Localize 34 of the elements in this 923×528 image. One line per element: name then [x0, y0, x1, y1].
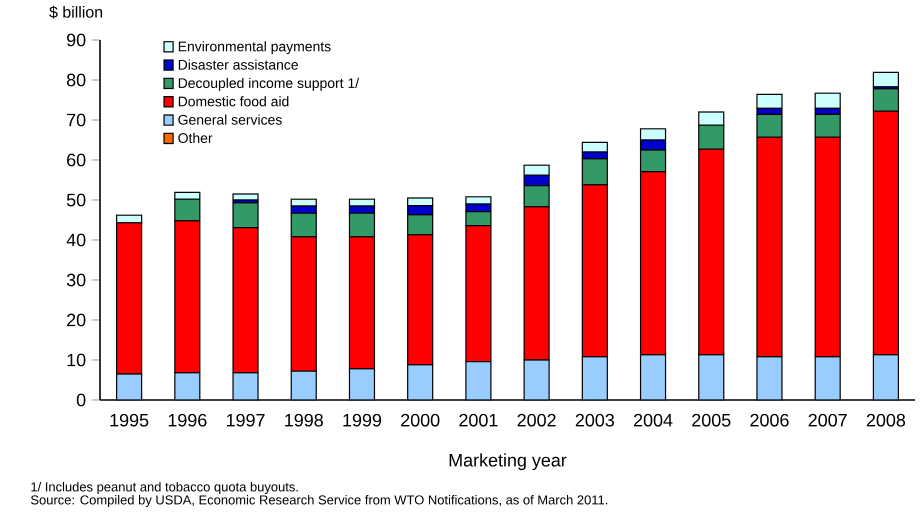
- x-tick-label: 2001: [459, 414, 498, 427]
- y-tick-label: 80: [66, 74, 86, 86]
- x-tick-label: 2006: [750, 414, 789, 427]
- x-tick-label: 1995: [110, 414, 148, 427]
- x-tick-label: 1996: [168, 414, 206, 427]
- y-tick-label: 0: [76, 394, 86, 406]
- legend-label: Decoupled income support 1/: [178, 78, 360, 91]
- legend-label: Other: [178, 132, 212, 144]
- y-axis-title: $ billion: [49, 6, 102, 19]
- y-tick-label: 10: [68, 354, 86, 366]
- legend-label: Domestic food aid: [178, 96, 288, 106]
- legend-label: Disaster assistance: [178, 60, 298, 70]
- source-note: Source: Compiled by USDA, Economic Research Service from WTO Notifications, as of March 2011.: [30, 494, 608, 508]
- x-axis-title: Marketing year: [450, 453, 566, 470]
- x-tick-label: 2003: [576, 414, 614, 427]
- y-tick-label: 40: [66, 234, 86, 246]
- x-tick-label: 2002: [518, 414, 556, 427]
- x-tick-label: 1999: [343, 414, 382, 427]
- y-tick-label: 50: [66, 194, 86, 206]
- y-tick-label: 20: [67, 314, 86, 326]
- y-tick-label: 70: [67, 114, 86, 126]
- legend-label: Environmental payments: [178, 41, 331, 54]
- x-tick-label: 2000: [401, 414, 440, 427]
- legend-label: General services: [178, 114, 282, 125]
- x-tick-label: 2004: [634, 414, 672, 427]
- x-tick-label: 1998: [285, 414, 323, 427]
- x-tick-label: 2005: [692, 414, 730, 427]
- x-tick-label: 1997: [226, 414, 265, 427]
- y-tick-label: 60: [67, 154, 86, 166]
- text: 1/ Includes peanut and tobacco quota buyouts.: [31, 482, 298, 494]
- y-tick-label: 30: [66, 274, 86, 286]
- x-tick-label: 2008: [866, 414, 906, 427]
- x-tick-label: 2007: [808, 414, 847, 427]
- y-tick-label: 90: [67, 34, 86, 46]
